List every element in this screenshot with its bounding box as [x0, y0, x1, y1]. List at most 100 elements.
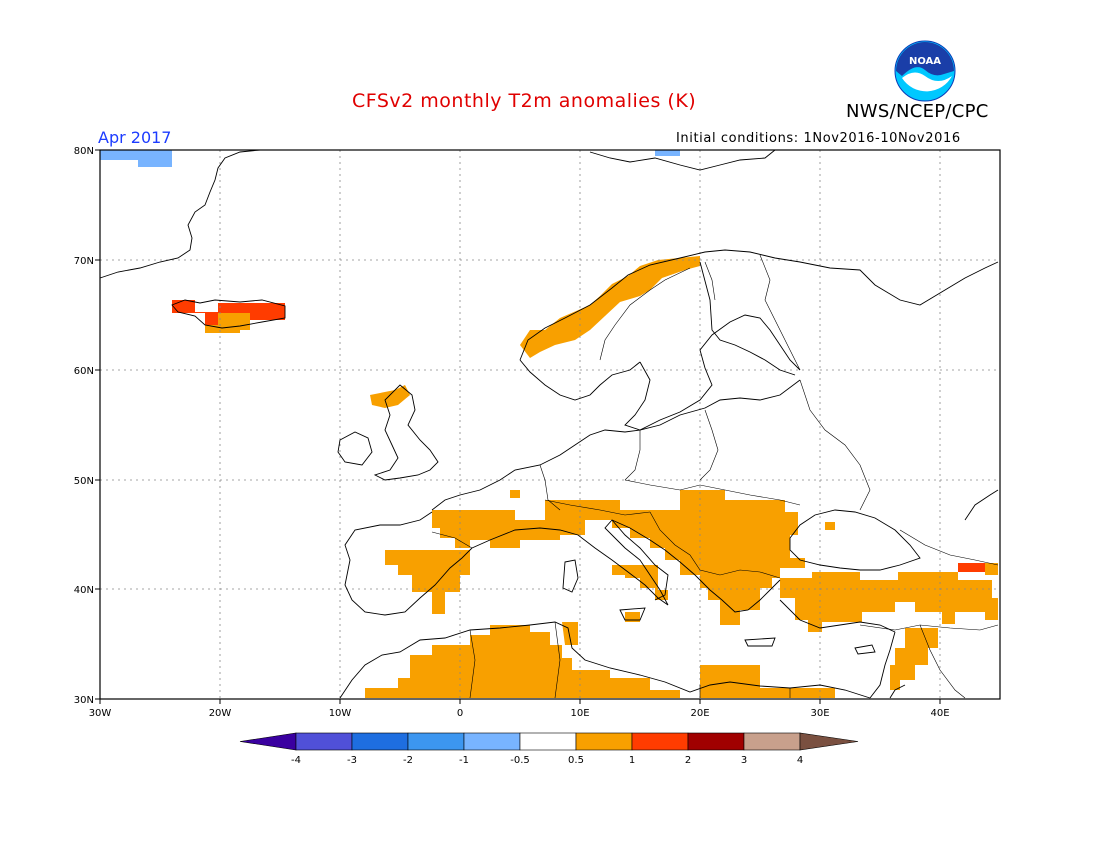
border-africa-2 — [554, 621, 561, 699]
anomaly-libya-egypt — [700, 665, 835, 698]
colorbar-label: 0.5 — [568, 755, 584, 766]
border-balkans — [649, 511, 781, 579]
border-alps — [544, 499, 651, 516]
coast-greenland — [99, 149, 261, 279]
coast-continent — [431, 379, 801, 511]
longitude-labels: 30W 20W 10W 0 10E 20E 30E 40E — [89, 699, 950, 719]
colorbar-label: -1 — [459, 755, 469, 766]
colorbar-label: 1 — [629, 755, 635, 766]
border-africa-1 — [469, 629, 476, 699]
anomaly-north-africa — [365, 625, 680, 698]
colorbar-segment — [239, 732, 297, 751]
border-germany-poland — [624, 430, 641, 481]
coast-svalbard — [589, 149, 776, 171]
map-frame — [99, 149, 1001, 700]
lat-label: 30N — [74, 695, 94, 706]
coast-britain — [373, 384, 439, 481]
colorbar-segment — [687, 732, 745, 751]
colorbar-label: 2 — [685, 755, 691, 766]
border-iraq-syria — [919, 624, 966, 699]
colorbar-segment — [799, 732, 859, 751]
anomaly-levant — [890, 628, 938, 690]
colorbar-segment — [295, 732, 353, 751]
coast-norway-south — [519, 359, 641, 401]
coast-caspian — [964, 489, 999, 521]
coast-levant — [869, 631, 896, 699]
coast-med-north — [471, 519, 781, 613]
border-france-germany — [539, 464, 561, 511]
coast-crete — [744, 637, 776, 647]
coast-iceland — [171, 299, 286, 329]
colorbar-label: -0.5 — [510, 755, 530, 766]
coast-africa — [339, 621, 871, 699]
lat-label: 60N — [74, 366, 94, 377]
anomaly-sardinia — [625, 612, 640, 622]
coast-cyprus — [854, 644, 876, 655]
coast-scandinavia — [519, 249, 999, 361]
noaa-logo: NOAA — [894, 40, 956, 102]
anomaly-france-dot — [510, 490, 520, 498]
colorbar-label: 4 — [797, 755, 803, 766]
anomaly-fills — [100, 150, 998, 698]
colorbar-segment — [519, 732, 577, 751]
coast-sardinia — [562, 559, 579, 593]
colorbar-segment — [743, 732, 801, 751]
colorbar-segment — [575, 732, 633, 751]
coast-sweden-baltic — [624, 314, 801, 431]
anomaly-norway-south — [370, 385, 410, 408]
agency-label: NWS/NCEP/CPC — [846, 101, 989, 122]
lon-label: 30W — [89, 708, 112, 719]
coast-iberia — [344, 511, 473, 616]
coast-finland — [699, 261, 796, 376]
lon-label: 20E — [690, 708, 709, 719]
latitude-labels: 80N 70N 60N 50N 40N 30N — [74, 146, 100, 706]
colorbar-label: -3 — [347, 755, 357, 766]
noaa-logo-text: NOAA — [909, 56, 941, 67]
lat-label: 80N — [74, 146, 94, 157]
lon-label: 20W — [209, 708, 232, 719]
border-norway-sweden — [599, 267, 691, 361]
anomaly-crimea — [825, 522, 835, 530]
anomaly-tunisia — [562, 622, 578, 645]
coast-red-sea — [889, 684, 906, 699]
colorbar-label: -4 — [291, 755, 301, 766]
lon-label: 30E — [810, 708, 829, 719]
lat-label: 50N — [74, 476, 94, 487]
colorbar-segment — [463, 732, 521, 751]
lon-label: 10W — [329, 708, 352, 719]
anomaly-central-europe — [432, 490, 805, 625]
map-gridlines — [100, 150, 1000, 699]
anomaly-caucasus — [958, 563, 985, 572]
coastlines — [99, 149, 999, 699]
anomaly-turkey — [780, 572, 998, 632]
colorbar-label: -2 — [403, 755, 413, 766]
lon-label: 0 — [457, 708, 463, 719]
lon-label: 10E — [570, 708, 589, 719]
lon-label: 40E — [930, 708, 949, 719]
coast-italy — [611, 519, 669, 601]
colorbar-segment — [407, 732, 465, 751]
anomaly-italy-south — [612, 565, 668, 600]
anomaly-norway — [520, 256, 700, 358]
anomaly-caucasus-orange — [985, 563, 998, 575]
coast-sicily — [619, 607, 646, 621]
colorbar-label: 3 — [741, 755, 747, 766]
anomaly-svalbard — [655, 150, 680, 156]
border-ukraine-russia — [799, 379, 871, 511]
border-central-east — [624, 479, 801, 506]
anomaly-iberia — [385, 550, 470, 614]
border-russia-finland — [759, 254, 801, 371]
border-caucasus — [899, 529, 999, 566]
colorbar-segment — [631, 732, 689, 751]
border-turkey-syria — [859, 624, 999, 631]
border-france-spain — [431, 531, 473, 549]
map-title: CFSv2 monthly T2m anomalies (K) — [352, 90, 697, 112]
anomaly-iceland-red — [172, 300, 285, 325]
border-poland-east — [699, 409, 719, 481]
anomaly-greenland — [100, 150, 172, 167]
country-borders — [431, 254, 999, 699]
colorbar-segment — [351, 732, 409, 751]
colorbar: -4 -3 -2 -1 -0.5 0.5 1 2 3 4 — [239, 732, 859, 766]
coast-turkey-south — [779, 599, 896, 633]
